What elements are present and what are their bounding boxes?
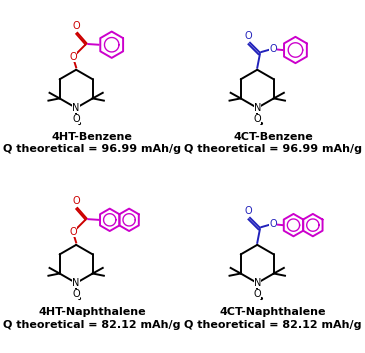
- Text: 4CT-Benzene: 4CT-Benzene: [233, 132, 313, 142]
- Text: Q theoretical = 82.12 mAh/g: Q theoretical = 82.12 mAh/g: [3, 319, 181, 330]
- Text: 4HT-Naphthalene: 4HT-Naphthalene: [38, 307, 146, 317]
- Text: O: O: [72, 114, 80, 124]
- Text: Q theoretical = 82.12 mAh/g: Q theoretical = 82.12 mAh/g: [184, 319, 362, 330]
- Text: N: N: [254, 278, 261, 288]
- Text: Q theoretical = 96.99 mAh/g: Q theoretical = 96.99 mAh/g: [3, 144, 181, 154]
- Text: Q theoretical = 96.99 mAh/g: Q theoretical = 96.99 mAh/g: [184, 144, 362, 154]
- Text: O: O: [72, 196, 80, 206]
- Text: O: O: [253, 289, 261, 299]
- Text: O: O: [244, 31, 252, 41]
- Text: O: O: [72, 21, 80, 31]
- Text: 4CT-Naphthalene: 4CT-Naphthalene: [220, 307, 326, 317]
- Text: O: O: [70, 52, 77, 61]
- Text: 4HT-Benzene: 4HT-Benzene: [51, 132, 132, 142]
- Text: O: O: [269, 219, 277, 229]
- Text: N: N: [254, 103, 261, 113]
- Text: O: O: [253, 114, 261, 124]
- Text: N: N: [73, 103, 80, 113]
- Text: O: O: [72, 289, 80, 299]
- Text: O: O: [70, 227, 77, 237]
- Text: O: O: [244, 206, 252, 216]
- Text: O: O: [269, 44, 277, 54]
- Text: N: N: [73, 278, 80, 288]
